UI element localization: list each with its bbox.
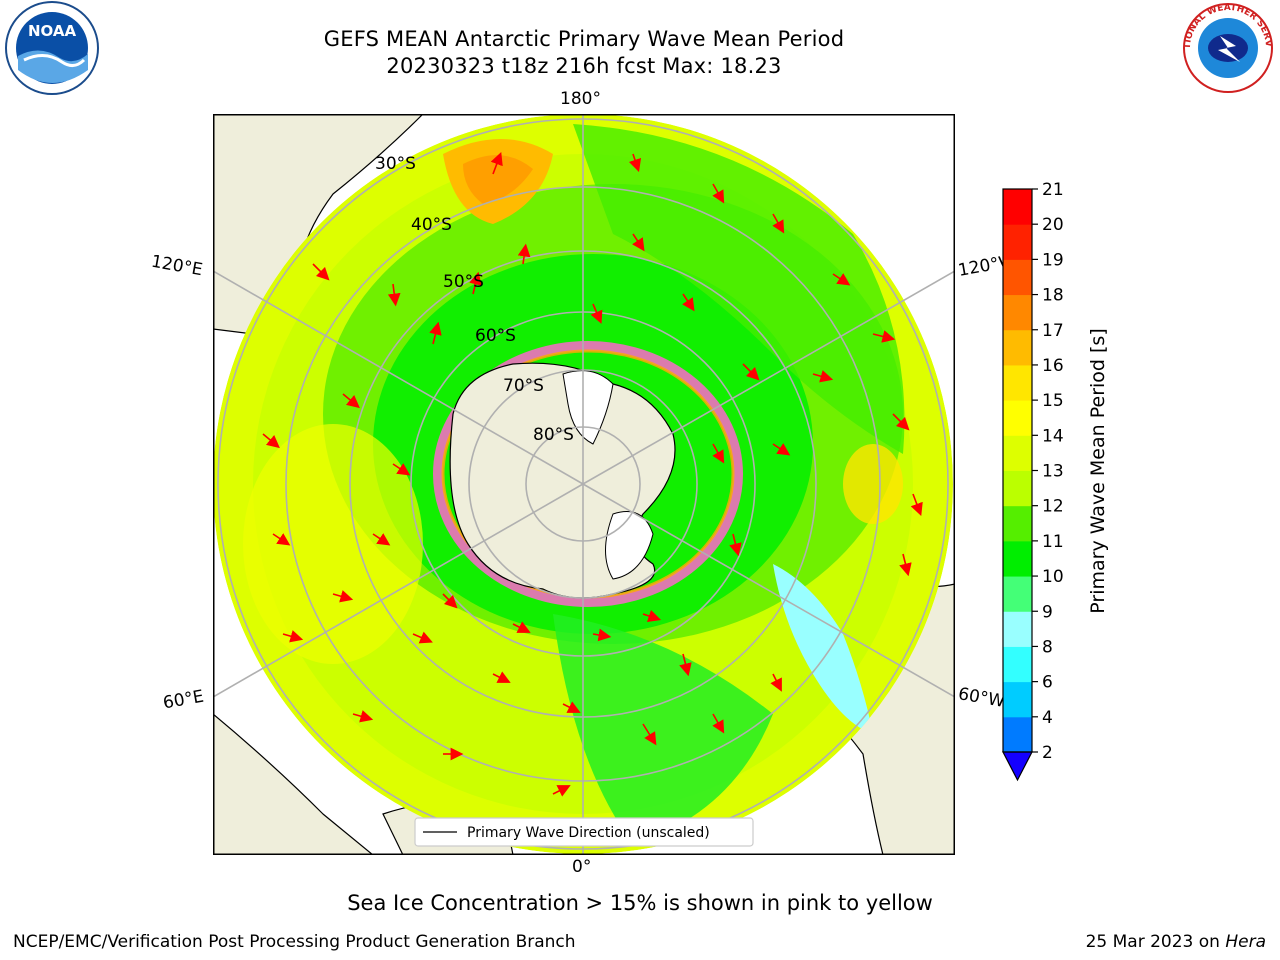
lon-label-0: 0° (572, 857, 592, 877)
nws-logo: NATIONAL WEATHER SERVICE (1172, 0, 1280, 104)
colorbar-tick-label: 19 (1042, 250, 1064, 270)
colorbar-band (1003, 364, 1032, 401)
lon-label-180: 180° (560, 89, 601, 109)
latitude-labels: 30°S 40°S 50°S 60°S 70°S 80°S (375, 154, 574, 445)
footer-producer: NCEP/EMC/Verification Post Processing Pr… (13, 932, 576, 952)
colorbar-tick-label: 6 (1042, 673, 1053, 693)
colorbar-tick-label: 9 (1042, 602, 1053, 622)
land-africa (213, 713, 374, 855)
lon-label-120e: 120°E (149, 251, 205, 281)
ross-ice-shelf (562, 370, 614, 445)
colorbar-tick-label: 21 (1042, 180, 1064, 200)
map-subtitle: 20230323 t18z 216h fcst Max: 18.23 (386, 54, 782, 78)
lat-label-30: 30°S (375, 154, 416, 174)
colorbar-tick-label: 10 (1042, 567, 1064, 587)
colorbar-tick-label: 11 (1042, 532, 1064, 552)
lat-label-80: 80°S (533, 425, 574, 445)
wave-direction-arrows (262, 152, 923, 797)
colorbar-tick-label: 13 (1042, 462, 1064, 482)
colorbar-band (1003, 224, 1032, 260)
lat-label-70: 70°S (503, 376, 544, 396)
colorbar-label: Primary Wave Mean Period [s] (1087, 328, 1109, 614)
colorbar-extend-triangle (1002, 751, 1033, 782)
direction-legend: Primary Wave Direction (unscaled) (414, 817, 754, 847)
lon-label-60e: 60°E (161, 686, 206, 714)
weddell-ice-shelf (605, 511, 654, 580)
colorbar-band (1003, 470, 1032, 507)
sea-ice-edge (433, 341, 743, 607)
colorbar-tick-label: 2 (1042, 743, 1053, 763)
colorbar-tick-label: 12 (1042, 497, 1064, 517)
colorbar-tick-label: 16 (1042, 356, 1064, 376)
colorbar-tick-label: 8 (1042, 637, 1053, 657)
lat-label-40: 40°S (411, 215, 452, 235)
noaa-logo: NOAA (0, 0, 104, 104)
colorbar-tick-label: 17 (1042, 321, 1064, 341)
lat-label-60: 60°S (475, 326, 516, 346)
colorbar-band (1003, 611, 1032, 647)
map-panel: Primary Wave Direction (unscaled) 30°S 4… (213, 114, 955, 855)
colorbar-band (1003, 576, 1032, 612)
colorbar: 2 4 6 8 9 10 11 12 13 14 15 16 17 18 19 20 21 (1002, 180, 1064, 782)
colorbar-band (1003, 681, 1032, 718)
colorbar-tick-label: 14 (1042, 426, 1064, 446)
footer-timestamp: 25 Mar 2023 on Hera (1086, 932, 1266, 952)
colorbar-band (1003, 716, 1032, 753)
colorbar-tick-label: 18 (1042, 286, 1064, 306)
graticule (213, 114, 955, 855)
lat-label-50: 50°S (443, 272, 484, 292)
svg-text:NOAA: NOAA (28, 22, 77, 40)
colorbar-band (1003, 400, 1032, 436)
colorbar-band (1003, 540, 1032, 577)
colorbar-ticks: 2 4 6 8 9 10 11 12 13 14 15 16 17 18 19 20 21 (1032, 180, 1064, 763)
sea-ice-note: Sea Ice Concentration > 15% is shown in … (347, 891, 933, 915)
footer-date: 25 Mar 2023 on (1085, 932, 1226, 952)
colorbar-band (1003, 646, 1032, 683)
colorbar-bands (1003, 189, 1032, 753)
colorbar-band (1003, 294, 1032, 331)
colorbar-tick-label: 4 (1042, 708, 1053, 728)
map-frame (213, 114, 955, 855)
map-title: GEFS MEAN Antarctic Primary Wave Mean Pe… (323, 27, 845, 51)
svg-text:Primary Wave Direction (unscal: Primary Wave Direction (unscaled) (467, 825, 710, 841)
colorbar-band (1003, 435, 1032, 471)
colorbar-band (1003, 505, 1032, 542)
colorbar-band (1003, 329, 1032, 366)
land-antarctica (449, 362, 676, 599)
colorbar-tick-label: 15 (1042, 391, 1064, 411)
colorbar-tick-label: 20 (1042, 215, 1064, 235)
colorbar-band (1003, 259, 1032, 296)
footer-host: Hera (1225, 932, 1266, 952)
colorbar-band (1003, 189, 1032, 225)
